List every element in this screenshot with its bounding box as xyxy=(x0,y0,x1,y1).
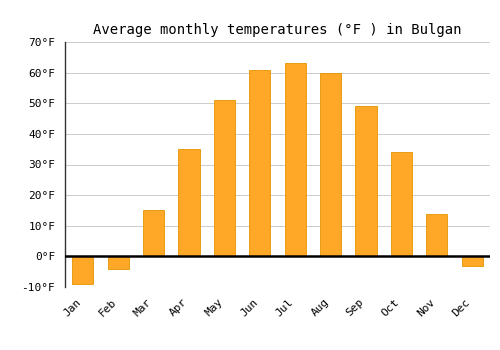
Bar xyxy=(108,256,129,269)
Bar xyxy=(426,214,448,256)
Bar xyxy=(214,100,235,256)
Bar xyxy=(462,256,483,266)
Bar xyxy=(249,70,270,256)
Bar xyxy=(320,73,341,256)
Bar xyxy=(72,256,94,284)
Title: Average monthly temperatures (°F ) in Bulgan: Average monthly temperatures (°F ) in Bu… xyxy=(93,23,462,37)
Bar xyxy=(284,63,306,256)
Bar xyxy=(391,152,412,256)
Bar xyxy=(356,106,376,256)
Bar xyxy=(143,210,164,256)
Bar xyxy=(178,149,200,256)
